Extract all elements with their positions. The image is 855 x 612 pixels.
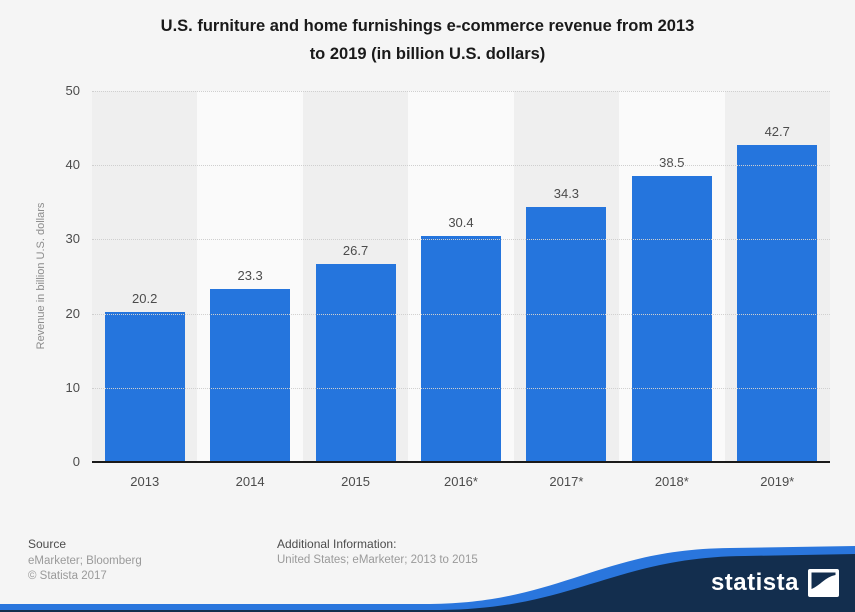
statista-logo: statista	[711, 569, 839, 597]
bar-group: 38.5	[631, 155, 712, 462]
footer-wave-graphic	[0, 546, 855, 612]
bar-group: 34.3	[526, 186, 607, 462]
copyright-line: © Statista 2017	[28, 570, 107, 582]
x-label-2015: 2015	[341, 474, 371, 489]
plot-band: 30.4	[408, 91, 514, 462]
bar-value-label: 42.7	[764, 124, 790, 139]
statista-logo-text: statista	[710, 569, 799, 596]
y-axis-title: Revenue in billion U.S. dollars	[35, 202, 47, 350]
bar-value-label: 38.5	[659, 155, 685, 170]
bar-2013	[104, 312, 185, 462]
source-heading: Source	[28, 537, 67, 551]
bar-2016	[420, 236, 501, 462]
bar-group: 26.7	[315, 243, 396, 462]
bar-value-label: 23.3	[237, 268, 263, 283]
bar-2015	[315, 264, 396, 462]
source-line: eMarketer; Bloomberg	[28, 555, 142, 567]
bar-group: 30.4	[420, 215, 501, 462]
bar-2019	[737, 145, 818, 462]
bar-value-label: 34.3	[553, 186, 580, 201]
x-label-2019: 2019*	[760, 474, 795, 489]
source-block: Source eMarketer; Bloomberg © Statista 2…	[28, 537, 142, 584]
bar-group: 23.3	[210, 268, 291, 462]
y-tick-0: 0	[72, 454, 80, 469]
plot-band: 38.5	[619, 91, 725, 462]
additional-info-line: United States; eMarketer; 2013 to 2015	[277, 554, 478, 566]
y-tick-40: 40	[65, 157, 80, 172]
x-label-2018: 2018*	[654, 474, 689, 489]
x-axis-labels: 2013 2014 2015 2016* 2017* 2018* 2019*	[92, 474, 830, 489]
bar-group: 20.2	[104, 291, 185, 462]
bar-value-label: 20.2	[132, 291, 158, 306]
y-tick-50: 50	[65, 83, 80, 98]
chart-title: U.S. furniture and home furnishings e-co…	[40, 12, 815, 68]
plot-band: 42.7	[724, 91, 830, 462]
statista-logo-icon	[808, 569, 839, 597]
additional-info-heading: Additional Information:	[277, 537, 397, 551]
x-label-2014: 2014	[235, 474, 265, 489]
chart-title-line2: to 2019 (in billion U.S. dollars)	[309, 45, 546, 63]
bar-2014	[210, 289, 291, 462]
plot-band: 26.7	[302, 91, 409, 462]
y-tick-20: 20	[65, 306, 80, 321]
plot-area: 20.2 23.3 26.7 30.4 34.3	[92, 91, 830, 462]
plot-band: 34.3	[513, 91, 620, 462]
y-tick-10: 10	[65, 380, 80, 395]
bar-value-label: 26.7	[342, 243, 369, 258]
plot-band: 20.2	[92, 91, 198, 462]
y-axis-ticks: 50 40 30 20 10 0	[46, 84, 80, 469]
bar-2017	[526, 207, 607, 462]
chart-title-line1: U.S. furniture and home furnishings e-co…	[160, 17, 695, 35]
x-label-2017: 2017*	[549, 474, 584, 489]
additional-info-block: Additional Information: United States; e…	[277, 536, 478, 568]
plot-band: 23.3	[197, 91, 303, 462]
bar-group: 42.7	[737, 124, 818, 462]
bar-value-label: 30.4	[448, 215, 474, 230]
x-label-2013: 2013	[130, 474, 160, 489]
bar-2018	[631, 176, 712, 462]
y-tick-30: 30	[65, 231, 80, 246]
x-label-2016: 2016*	[443, 474, 478, 489]
